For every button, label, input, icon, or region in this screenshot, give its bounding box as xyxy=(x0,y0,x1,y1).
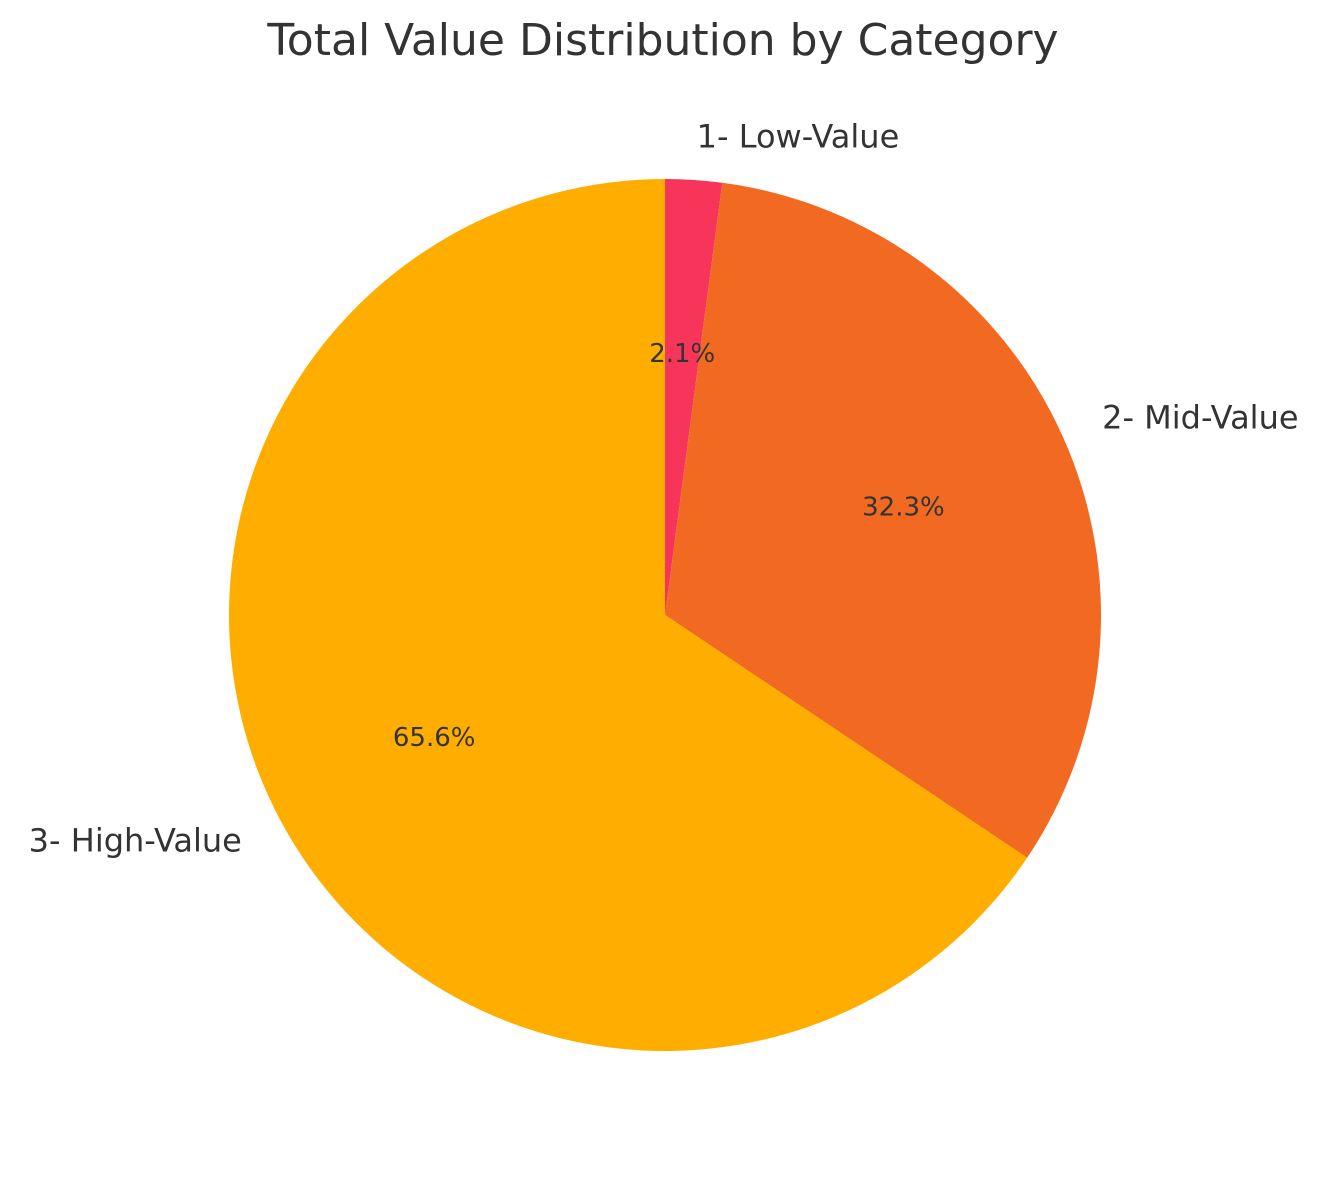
category-label-3-high-value: 3- High-Value xyxy=(29,822,242,860)
chart-title: Total Value Distribution by Category xyxy=(266,15,1058,66)
pie-slice-1-low-value xyxy=(665,179,723,615)
percent-labels: 2.1% 32.3% 65.6% xyxy=(393,339,945,753)
percent-label-2-mid-value: 32.3% xyxy=(862,492,945,522)
pie-slice-2-mid-value xyxy=(665,182,1101,858)
pie-slices xyxy=(228,179,1101,1051)
percent-label-3-high-value: 65.6% xyxy=(393,723,476,753)
pie-slice-3-high-value xyxy=(228,179,1028,1051)
percent-label-1-low-value: 2.1% xyxy=(649,339,715,369)
category-labels: 1- Low-Value 2- Mid-Value 3- High-Value xyxy=(29,117,1299,859)
category-label-2-mid-value: 2- Mid-Value xyxy=(1102,399,1298,437)
category-label-1-low-value: 1- Low-Value xyxy=(697,117,900,155)
